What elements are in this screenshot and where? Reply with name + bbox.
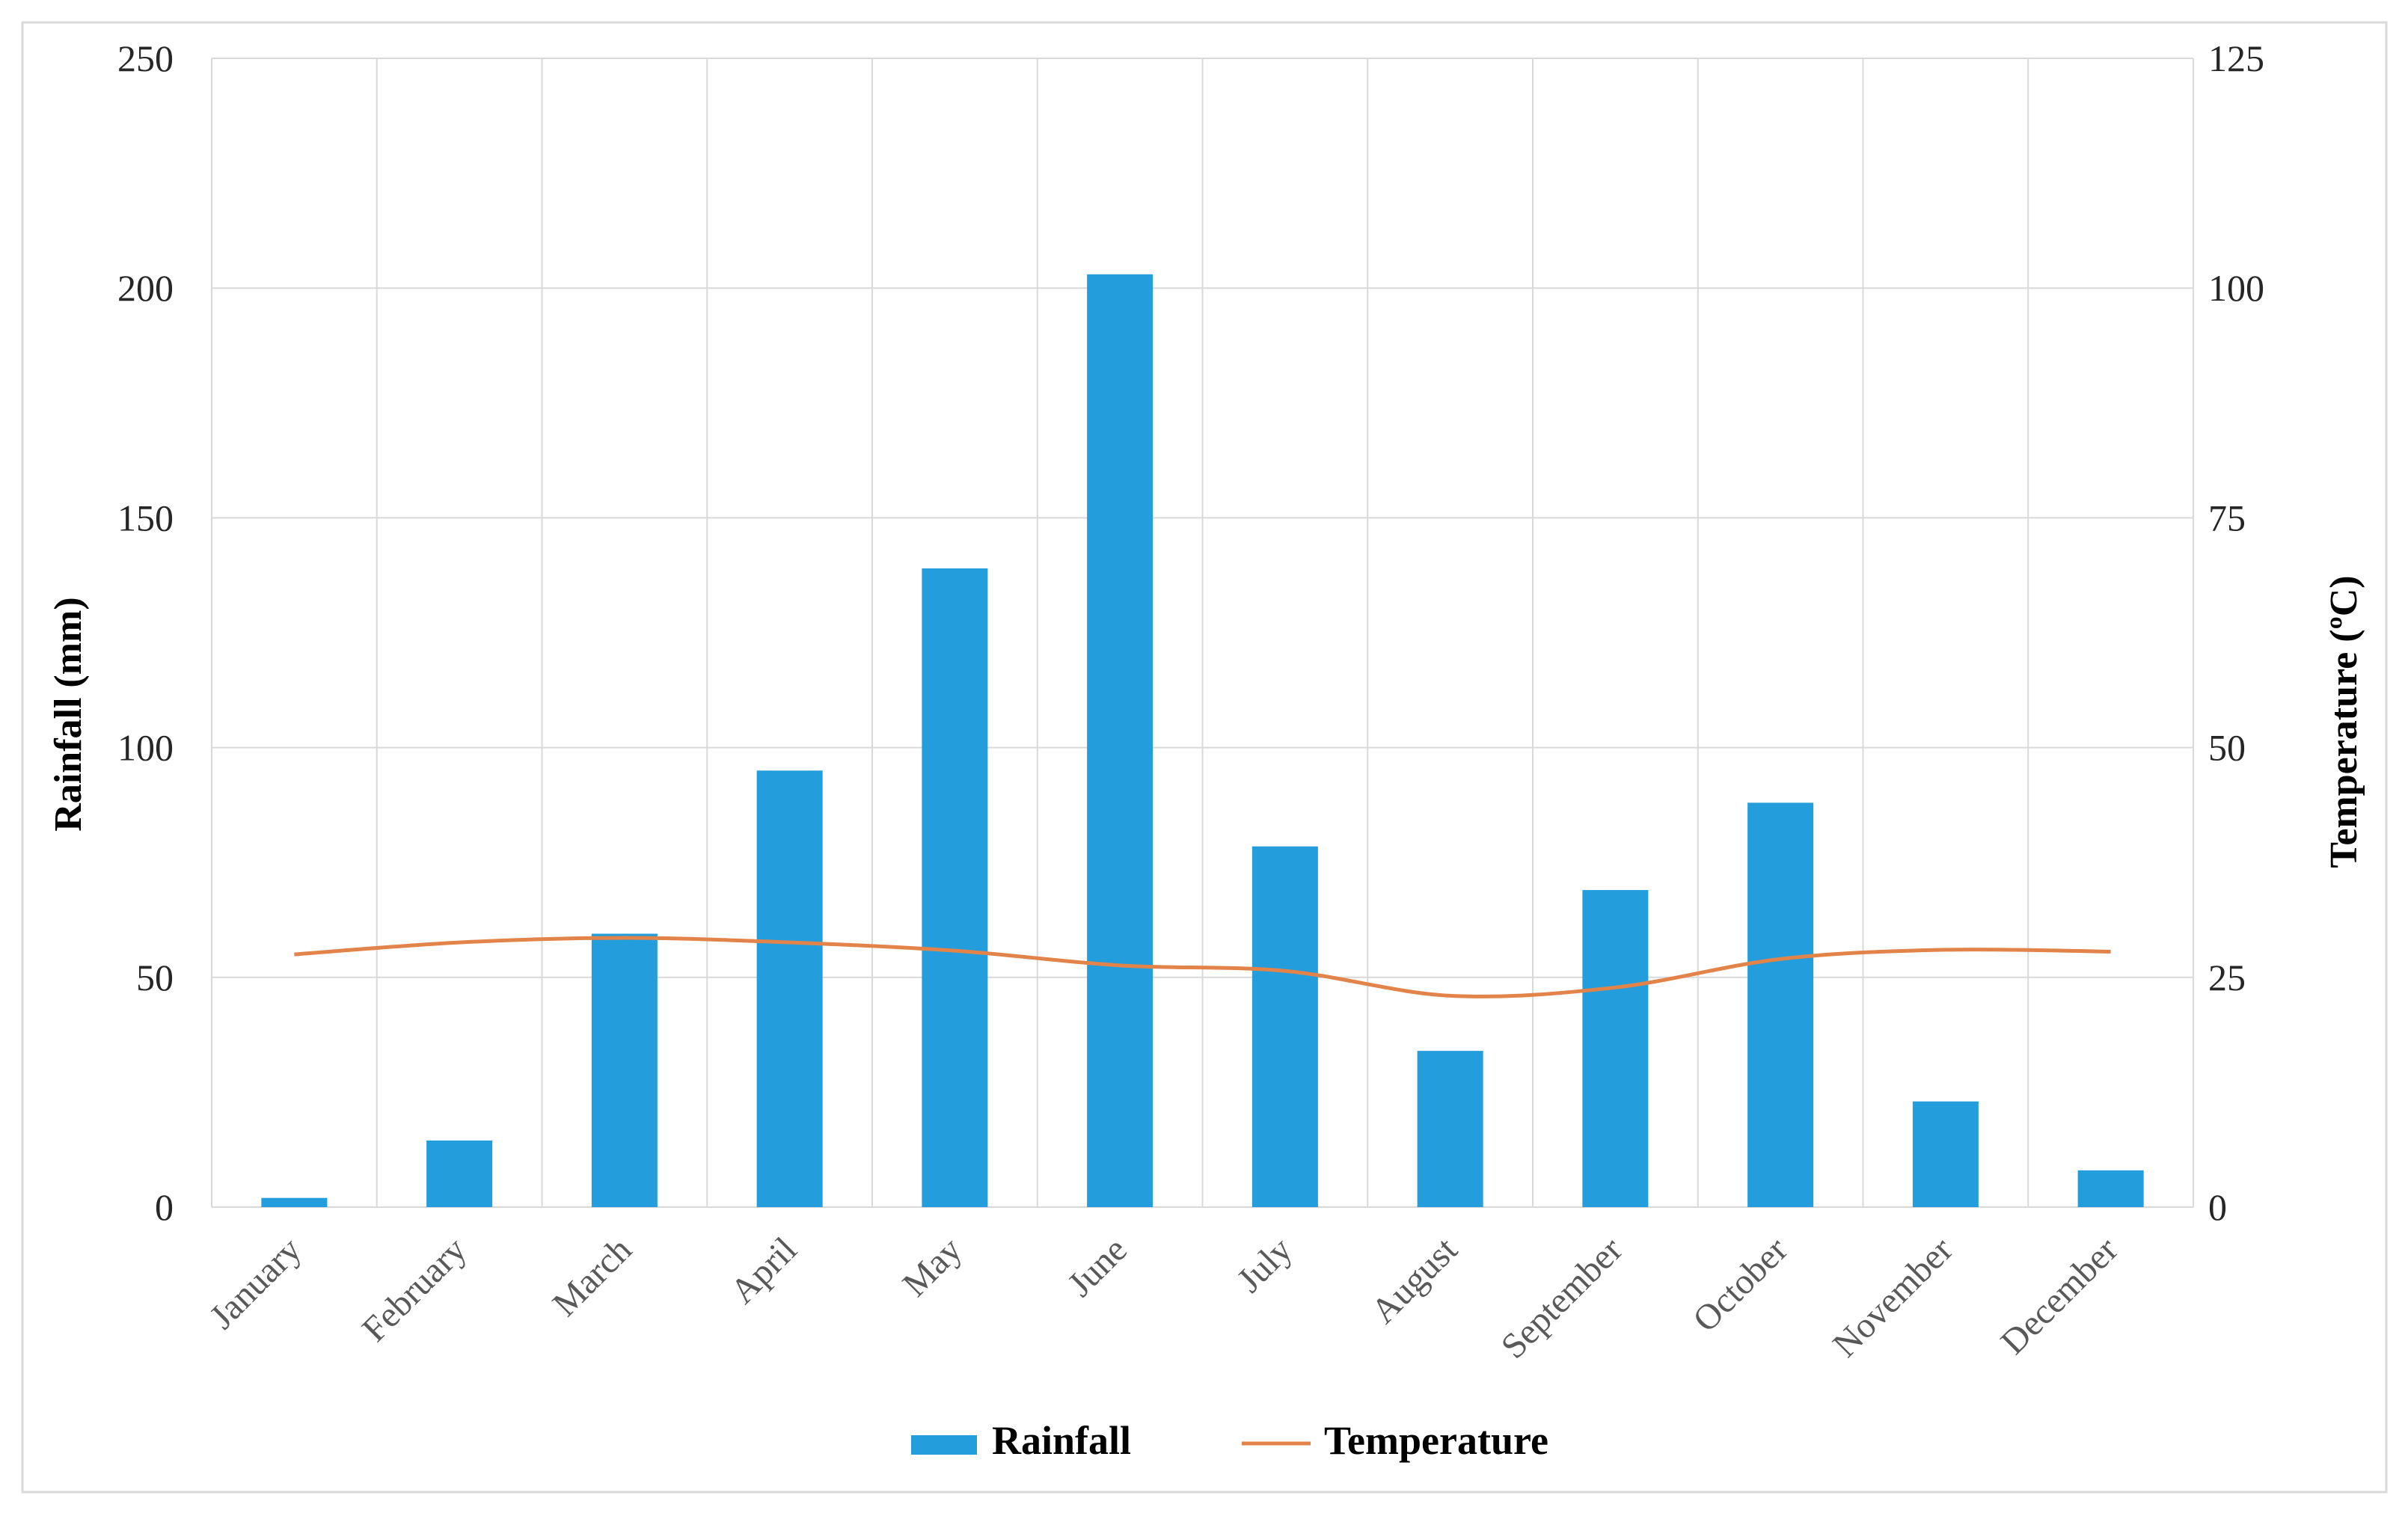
temperature-line bbox=[294, 936, 2111, 998]
right-axis-ticks: 0 25 50 75 100 125 bbox=[2208, 37, 2264, 1228]
left-axis-ticks: 0 50 100 150 200 250 bbox=[117, 37, 174, 1228]
chart-frame bbox=[21, 21, 2388, 1494]
x-tick-label: August bbox=[1364, 1230, 1465, 1331]
bar-november bbox=[1912, 1101, 1979, 1207]
right-tick-label: 25 bbox=[2208, 957, 2246, 998]
temperature-line-group bbox=[294, 936, 2111, 998]
bar-june bbox=[1087, 274, 1154, 1207]
gridlines bbox=[211, 58, 2194, 1208]
bar-may bbox=[922, 568, 988, 1207]
bar-april bbox=[756, 770, 823, 1207]
x-tick-label: June bbox=[1060, 1230, 1135, 1304]
legend-swatch-rainfall bbox=[911, 1435, 977, 1455]
left-tick-label: 100 bbox=[117, 727, 174, 769]
bar-august bbox=[1417, 1051, 1483, 1207]
right-tick-label: 0 bbox=[2208, 1186, 2227, 1228]
left-axis-title: Rainfall (mm) bbox=[47, 597, 90, 831]
right-tick-label: 125 bbox=[2208, 37, 2264, 79]
x-tick-label: April bbox=[723, 1230, 804, 1311]
legend-label-temperature: Temperature bbox=[1324, 1418, 1548, 1463]
x-tick-label: September bbox=[1494, 1230, 1631, 1366]
legend-label-rainfall: Rainfall bbox=[992, 1418, 1131, 1463]
legend: Rainfall Temperature bbox=[911, 1418, 1548, 1463]
left-tick-label: 150 bbox=[117, 497, 174, 538]
bar-october bbox=[1747, 803, 1814, 1207]
left-tick-label: 50 bbox=[136, 957, 174, 998]
right-tick-label: 75 bbox=[2208, 497, 2246, 538]
x-tick-label: July bbox=[1230, 1230, 1300, 1300]
x-axis-ticks: January February March April May June July Augu… bbox=[202, 1230, 2125, 1366]
x-tick-label: March bbox=[545, 1230, 640, 1324]
bar-july bbox=[1252, 846, 1318, 1207]
bar-january bbox=[261, 1197, 328, 1207]
x-tick-label: November bbox=[1825, 1230, 1961, 1365]
x-tick-label: May bbox=[895, 1230, 969, 1304]
bar-september bbox=[1582, 890, 1649, 1207]
bar-december bbox=[2077, 1170, 2144, 1207]
rainfall-bars bbox=[261, 274, 2144, 1207]
x-tick-label: February bbox=[355, 1230, 474, 1349]
x-tick-label: January bbox=[202, 1230, 309, 1337]
x-tick-label: October bbox=[1685, 1230, 1795, 1339]
left-tick-label: 200 bbox=[117, 267, 174, 309]
bar-march bbox=[591, 933, 658, 1207]
right-axis-title: Temperature (ºC) bbox=[2323, 575, 2365, 868]
x-tick-label: December bbox=[1993, 1230, 2125, 1362]
right-tick-label: 100 bbox=[2208, 267, 2264, 309]
right-tick-label: 50 bbox=[2208, 727, 2246, 769]
left-tick-label: 0 bbox=[155, 1186, 174, 1228]
bar-february bbox=[426, 1140, 493, 1207]
left-tick-label: 250 bbox=[117, 37, 174, 79]
